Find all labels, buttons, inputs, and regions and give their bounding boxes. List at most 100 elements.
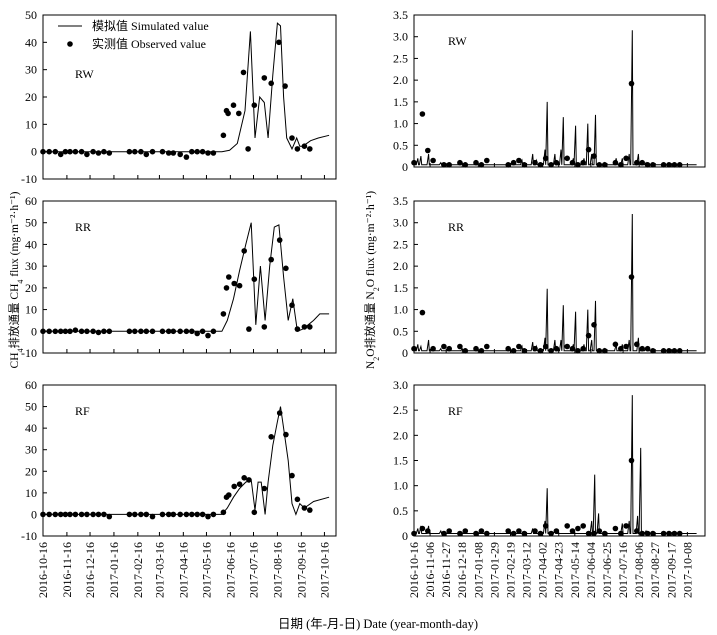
observed-point (650, 162, 656, 168)
observed-point (52, 511, 59, 518)
observed-point (165, 150, 172, 156)
observed-point (199, 148, 206, 155)
observed-point (268, 80, 275, 87)
observed-point (276, 410, 283, 416)
observed-point (446, 528, 453, 534)
observed-point (52, 148, 59, 155)
observed-point (441, 343, 447, 350)
observed-point (411, 159, 417, 166)
y-tick-label: 2.5 (393, 51, 408, 65)
y-tick-label: 1.5 (393, 454, 408, 468)
observed-point (251, 276, 258, 283)
plot-frame (42, 200, 337, 354)
x-tick-label: 2017-10-08 (680, 542, 694, 598)
x-tick-label: 2017-01-29 (487, 542, 501, 598)
observed-point (294, 326, 301, 332)
y-tick-label: 0 (402, 346, 408, 360)
observed-point (516, 157, 522, 164)
x-tick-label: 2017-06-04 (584, 542, 598, 598)
observed-point (78, 328, 85, 335)
observed-point (189, 511, 195, 518)
observed-point (261, 324, 268, 330)
observed-point (165, 328, 172, 335)
observed-point (199, 328, 206, 335)
observed-point (591, 153, 597, 159)
observed-point (457, 159, 463, 166)
observed-point (446, 162, 453, 168)
observed-point (553, 345, 560, 352)
observed-point (564, 155, 570, 162)
observed-point (143, 151, 150, 158)
observed-point (40, 328, 46, 335)
observed-point (236, 481, 243, 488)
observed-point (628, 274, 635, 280)
y-tick-label: 3.5 (393, 194, 408, 208)
y-tick-label: 60 (25, 378, 37, 392)
observed-point (95, 511, 102, 518)
legend-dot-swatch (67, 41, 73, 47)
observed-point (676, 348, 683, 354)
observed-point (601, 348, 608, 354)
observed-point (612, 159, 619, 166)
observed-point (548, 530, 554, 537)
y-tick-label: 0 (31, 324, 37, 338)
observed-point (569, 159, 576, 166)
observed-point (52, 328, 59, 335)
observed-point (553, 528, 560, 534)
observed-point (138, 328, 144, 335)
observed-point (84, 328, 90, 335)
observed-point (294, 496, 301, 503)
y-tick-label: 0.5 (393, 324, 408, 338)
observed-point (623, 523, 629, 529)
y-tick-label: -10 (21, 529, 37, 543)
observed-point (585, 146, 592, 153)
simulated-line (43, 222, 330, 333)
observed-point (251, 509, 258, 516)
x-tick-label: 2017-01-16 (107, 542, 121, 598)
observed-point (580, 523, 586, 529)
observed-point (564, 343, 570, 350)
observed-point (596, 162, 603, 168)
observed-point (241, 248, 247, 254)
observed-point (225, 110, 231, 117)
observed-point (226, 492, 232, 498)
observed-point (126, 148, 133, 155)
observed-point (628, 457, 635, 464)
observed-point (548, 348, 554, 354)
observed-point (650, 348, 656, 354)
observed-point (478, 162, 485, 168)
observed-point (46, 328, 52, 335)
simulated-line (414, 213, 697, 352)
observed-point (67, 328, 73, 335)
y-tick-label: -10 (21, 172, 37, 186)
observed-point (261, 75, 268, 81)
observed-point (301, 505, 308, 511)
observed-point (676, 162, 683, 168)
observed-point (618, 530, 624, 537)
observed-point (194, 148, 200, 155)
observed-point (510, 348, 517, 354)
panel-label: RF (75, 404, 90, 418)
observed-point (210, 511, 217, 518)
y-tick-label: 30 (25, 443, 37, 457)
observed-point (170, 511, 177, 518)
observed-point (516, 343, 522, 350)
observed-point (149, 513, 156, 520)
observed-point (126, 328, 133, 335)
observed-point (628, 80, 635, 87)
observed-point (189, 328, 195, 335)
observed-point (441, 162, 447, 168)
observed-point (205, 332, 211, 339)
observed-point (569, 345, 576, 352)
observed-point (478, 528, 485, 534)
x-tick-label: 2017-04-16 (176, 542, 190, 598)
observed-point (126, 511, 133, 518)
y-tick-label: 10 (25, 303, 37, 317)
observed-point (585, 530, 592, 537)
observed-point (644, 345, 651, 352)
observed-point (575, 525, 581, 532)
x-tick-label: 2017-01-08 (471, 542, 485, 598)
y-tick-label: 3.0 (393, 30, 408, 44)
observed-point (261, 485, 268, 492)
observed-point (132, 328, 138, 335)
